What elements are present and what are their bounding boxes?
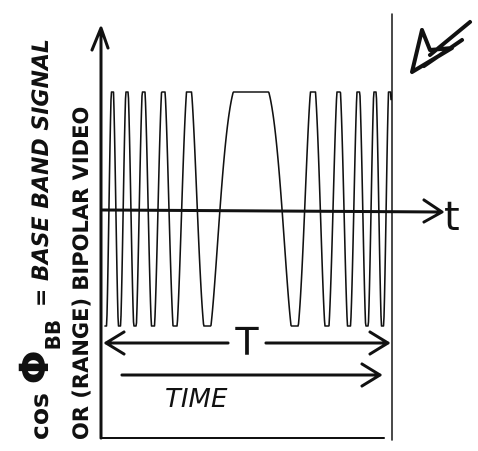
period-arrowhead-left	[104, 330, 126, 356]
time-axis	[99, 208, 442, 214]
bipolar-video-text: OR (RANGE) BIPOLAR VIDEO	[69, 107, 93, 440]
time-arrowhead	[360, 362, 382, 388]
period-arrowhead-right	[368, 330, 390, 356]
pointer-arrow	[410, 20, 472, 74]
period-label: T	[234, 320, 259, 364]
x-axis-label: t	[444, 194, 460, 240]
cos-text: cos	[25, 393, 54, 440]
baseband-text: = BASE BAND SIGNAL	[29, 39, 54, 307]
time-axis-arrow	[422, 198, 444, 224]
vertical-axis-arrow	[90, 26, 110, 52]
y-label-line1: cos ΦBB = BASE BAND SIGNAL	[12, 39, 66, 440]
chirp-waveform	[104, 91, 392, 327]
y-label-text: cos ΦBB = BASE BAND SIGNAL	[12, 39, 66, 440]
y-label-line2: OR (RANGE) BIPOLAR VIDEO	[69, 107, 93, 440]
phi-symbol: Φ	[12, 350, 58, 384]
phi-subscript: BB	[41, 320, 65, 351]
time-label: TIME	[165, 384, 228, 414]
